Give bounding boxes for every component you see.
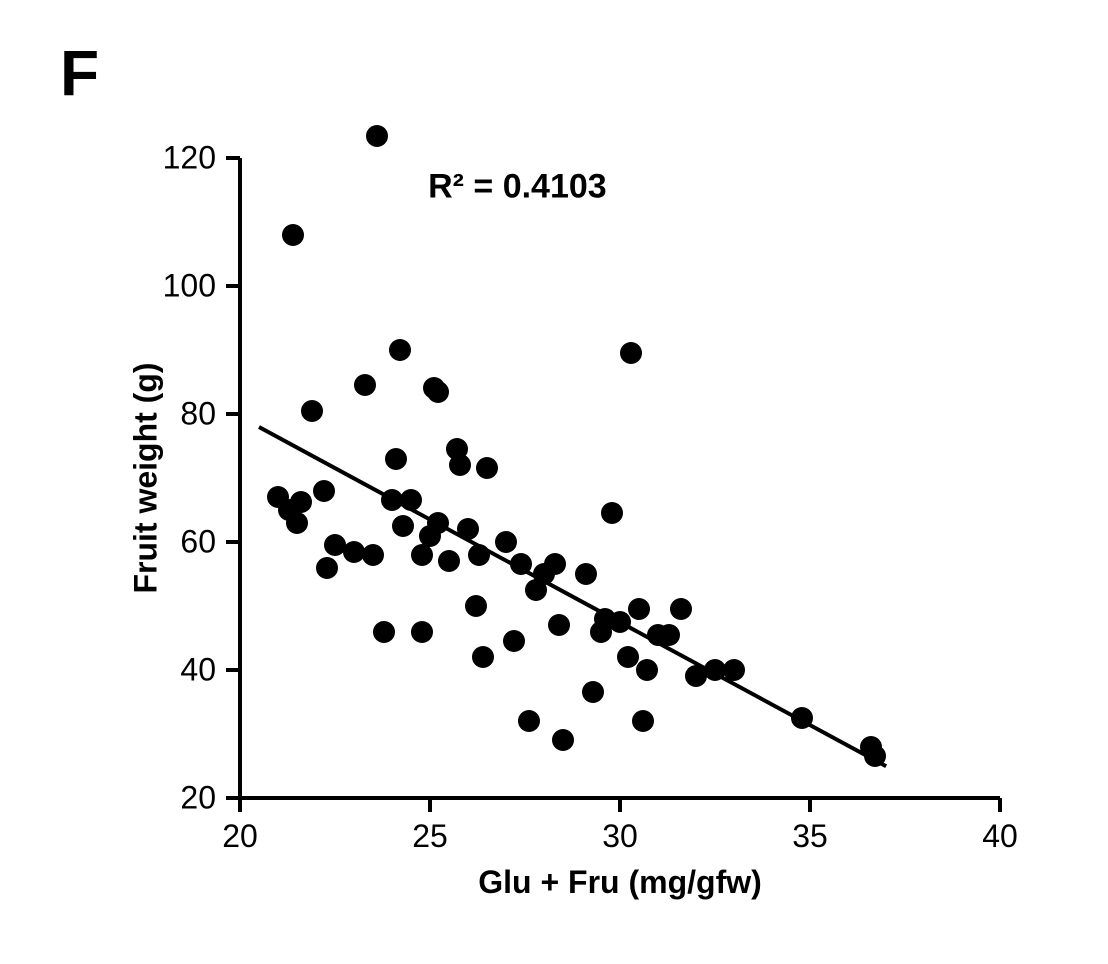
data-point — [389, 339, 411, 361]
data-point — [316, 557, 338, 579]
y-tick-label: 60 — [180, 524, 216, 561]
x-axis-title: Glu + Fru (mg/gfw) — [478, 864, 762, 901]
y-tick-label: 120 — [163, 140, 216, 177]
data-point — [366, 125, 388, 147]
data-point — [465, 595, 487, 617]
data-point — [636, 659, 658, 681]
y-tick — [226, 796, 240, 800]
y-tick-label: 100 — [163, 268, 216, 305]
x-tick-label: 40 — [982, 818, 1018, 855]
x-tick — [428, 798, 432, 812]
data-point — [503, 630, 525, 652]
x-tick — [618, 798, 622, 812]
data-point — [518, 710, 540, 732]
x-tick — [808, 798, 812, 812]
data-point — [385, 448, 407, 470]
data-point — [575, 563, 597, 585]
x-tick — [238, 798, 242, 812]
data-point — [373, 621, 395, 643]
data-point — [617, 646, 639, 668]
y-tick-label: 40 — [180, 652, 216, 689]
y-tick — [226, 412, 240, 416]
data-point — [427, 381, 449, 403]
y-tick — [226, 668, 240, 672]
data-point — [609, 611, 631, 633]
r-squared-annotation: R² = 0.4103 — [428, 167, 607, 206]
panel-letter: F — [60, 36, 99, 110]
y-tick — [226, 156, 240, 160]
data-point — [495, 531, 517, 553]
y-axis-line — [238, 158, 242, 798]
data-point — [723, 659, 745, 681]
x-tick-label: 30 — [602, 818, 638, 855]
data-point — [427, 512, 449, 534]
y-axis-title: Fruit weight (g) — [128, 362, 165, 593]
x-tick-label: 35 — [792, 818, 828, 855]
data-point — [864, 745, 886, 767]
y-tick-label: 20 — [180, 780, 216, 817]
chart-container: F Glu + Fru (mg/gfw) Fruit weight (g) 20… — [0, 0, 1108, 964]
x-tick — [998, 798, 1002, 812]
y-tick-label: 80 — [180, 396, 216, 433]
data-point — [670, 598, 692, 620]
data-point — [362, 544, 384, 566]
data-point — [632, 710, 654, 732]
x-tick-label: 20 — [222, 818, 258, 855]
data-point — [411, 621, 433, 643]
y-tick — [226, 540, 240, 544]
data-point — [301, 400, 323, 422]
data-point — [313, 480, 335, 502]
x-tick-label: 25 — [412, 818, 448, 855]
data-point — [282, 224, 304, 246]
y-tick — [226, 284, 240, 288]
